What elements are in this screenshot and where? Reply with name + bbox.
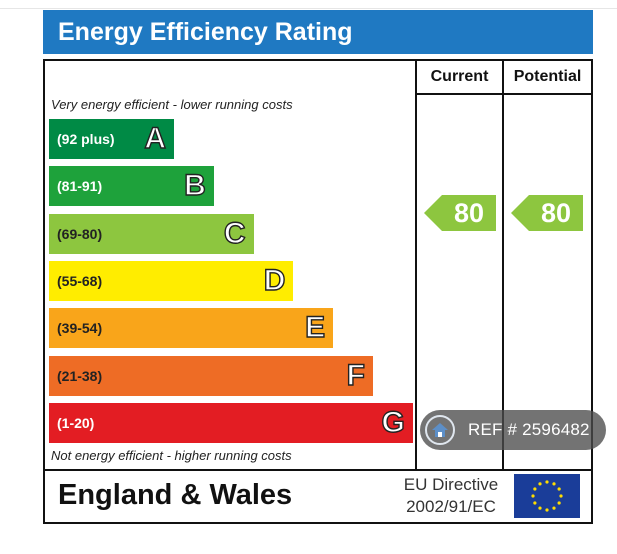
eu-star [538,506,542,510]
note-bottom: Not energy efficient - higher running co… [51,448,292,463]
band-range-label: (81-91) [57,178,103,195]
band-letter: E [304,310,326,345]
note-top: Very energy efficient - lower running co… [51,97,293,112]
band-range-label: (92 plus) [57,131,115,147]
column-header-potential: Potential [513,68,582,85]
band-f: (21-38) F [49,355,373,396]
band-b: (81-91) B [49,166,214,207]
band-range-label: (21-38) [57,367,103,384]
eu-star [545,508,549,512]
eu-star [552,482,556,486]
current-rating-arrow: 80 [424,195,496,231]
band-range-label: (39-54) [57,320,103,337]
band-a: (92 plus) A [49,119,174,159]
current-arrow-shape [424,195,496,231]
band-letter: D [263,263,286,297]
top-divider [0,8,617,9]
band-letter: G [381,405,406,439]
directive-line-2: 2002/91/EC [406,497,496,516]
eu-star [552,506,556,510]
eu-star [557,501,561,505]
column-header-current: Current [430,68,489,85]
band-c: (69-80) C [49,213,254,254]
band-range-label: (1-20) [57,414,95,431]
chart-title: Energy Efficiency Rating [43,10,593,54]
band-letter: F [346,358,366,392]
region-label: England & Wales [58,479,293,511]
column-divider-potential [502,59,504,471]
potential-arrow-shape [511,195,583,231]
ref-badge[interactable]: REF # 2596482 [420,410,606,450]
eu-star [533,487,537,491]
band-range-label: (69-80) [57,225,103,242]
column-divider-current [415,59,417,471]
potential-rating-arrow: 80 [511,195,583,231]
potential-rating-value: 80 [540,198,572,228]
band-d: (55-68) D [49,260,294,301]
header-rule [415,93,593,95]
eu-star [533,501,537,505]
footer-rule [43,469,593,471]
band-range-label: (55-68) [57,272,103,289]
band-e: (39-54) E [49,308,334,349]
ref-text: REF # 2596482 [468,420,590,439]
home-icon [425,415,455,445]
chart-frame [43,59,593,524]
eu-star [545,480,549,484]
eu-directive: EU Directive 2002/91/EC [395,474,507,518]
eu-star [538,482,542,486]
eu-flag-icon [514,474,580,518]
eu-star [557,487,561,491]
eu-star [531,494,535,498]
current-rating-value: 80 [453,198,485,228]
band-letter: A [144,121,167,155]
band-g: (1-20) G [49,402,413,443]
eu-star [559,494,563,498]
band-letter: C [223,216,246,250]
band-letter: B [183,169,206,203]
directive-line-1: EU Directive [403,475,499,494]
eu-stars [531,480,563,512]
